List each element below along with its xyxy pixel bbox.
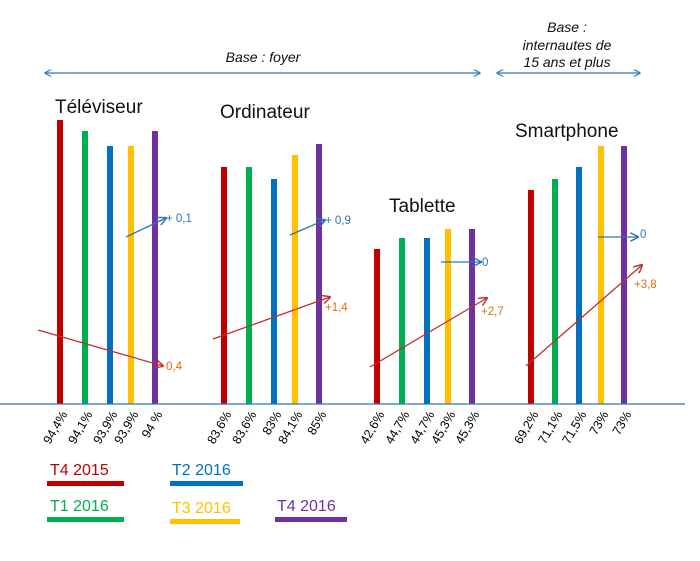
group-title-smartphone: Smartphone (515, 121, 619, 142)
bar-televiseur-t4-2015 (57, 120, 63, 404)
base-label-internautes-line3: 15 ans et plus (523, 54, 610, 70)
bar-televiseur-t1-2016 (82, 131, 88, 404)
value-label-ordinateur-t1-2016: 83,6% (230, 409, 260, 447)
trend-arrow-quarter-ordinateur (289, 220, 325, 236)
bar-ordinateur-t4-2016 (316, 144, 322, 404)
bar-ordinateur-t1-2016 (246, 167, 252, 404)
bar-ordinateur-t2-2016 (271, 179, 277, 404)
legend-label-t4-2016: T4 2016 (277, 498, 336, 515)
delta-quarter-televiseur: + 0,1 (166, 213, 192, 225)
legend-swatch-t1-2016 (47, 517, 124, 522)
base-label-foyer: Base : foyer (226, 49, 302, 65)
legend-label-t2-2016: T2 2016 (172, 462, 231, 479)
base-label-internautes-line1: Base : (547, 19, 587, 35)
bars-layer (57, 120, 627, 404)
value-label-ordinateur-t4-2016: 85% (305, 409, 330, 438)
value-label-tablette-t4-2016: 45,3% (453, 409, 483, 447)
value-label-smartphone-t4-2016: 73% (610, 409, 635, 438)
bar-smartphone-t2-2016 (576, 167, 582, 404)
delta-quarter-tablette: 0 (482, 257, 488, 269)
bar-televiseur-t4-2016 (152, 131, 158, 404)
value-label-smartphone-t3-2016: 73% (587, 409, 612, 438)
legend-swatch-t4-2015 (47, 481, 124, 486)
legend: T4 2015 T2 2016 T1 2016 T3 2016 T4 2016 (47, 462, 347, 524)
trend-arrow-year-tablette (369, 298, 487, 368)
value-label-televiseur-t4-2016: 94 % (139, 409, 165, 441)
legend-label-t1-2016: T1 2016 (50, 498, 109, 515)
bar-tablette-t4-2016 (469, 229, 475, 404)
legend-label-t3-2016: T3 2016 (172, 500, 231, 517)
trend-arrow-quarter-televiseur (125, 218, 166, 238)
bar-tablette-t3-2016 (445, 229, 451, 404)
bar-smartphone-t1-2016 (552, 179, 558, 404)
bar-ordinateur-t3-2016 (292, 155, 298, 404)
trend-arrow-year-televiseur (37, 329, 163, 366)
group-title-ordinateur: Ordinateur (220, 102, 310, 123)
legend-swatch-t4-2016 (275, 517, 347, 522)
trend-arrows-layer: - 0,4 + 0,1 +1,4 + 0,9 +2,7 0 +3,8 0 (37, 213, 657, 373)
delta-year-tablette: +2,7 (481, 306, 504, 318)
trend-arrow-year-ordinateur (212, 297, 330, 340)
bar-smartphone-t4-2016 (621, 146, 627, 404)
delta-year-smartphone: +3,8 (634, 279, 657, 291)
legend-swatch-t2-2016 (170, 481, 243, 486)
value-label-smartphone-t2-2016: 71,5% (560, 409, 590, 447)
delta-year-televiseur: - 0,4 (159, 361, 183, 373)
bar-ordinateur-t4-2015 (221, 167, 227, 404)
tick-labels-layer: 94,4%94,1%93,9%93,9%94 % 83,6%83,6% 83%84,… (41, 409, 635, 447)
base-label-internautes-line2: internautes de (523, 37, 612, 53)
bar-smartphone-t3-2016 (598, 146, 604, 404)
bar-tablette-t4-2015 (374, 249, 380, 404)
bar-tablette-t1-2016 (399, 238, 405, 404)
group-title-tablette: Tablette (389, 196, 456, 217)
group-title-televiseur: Téléviseur (55, 97, 143, 118)
bar-smartphone-t4-2015 (528, 190, 534, 404)
bar-televiseur-t2-2016 (107, 146, 113, 404)
delta-year-ordinateur: +1,4 (325, 302, 348, 314)
delta-quarter-ordinateur: + 0,9 (325, 215, 351, 227)
delta-quarter-smartphone: 0 (640, 229, 646, 241)
legend-swatch-t3-2016 (170, 519, 240, 524)
trend-arrow-year-smartphone (525, 265, 642, 367)
bar-tablette-t2-2016 (424, 238, 430, 404)
legend-label-t4-2015: T4 2015 (50, 462, 109, 479)
bar-televiseur-t3-2016 (128, 146, 134, 404)
